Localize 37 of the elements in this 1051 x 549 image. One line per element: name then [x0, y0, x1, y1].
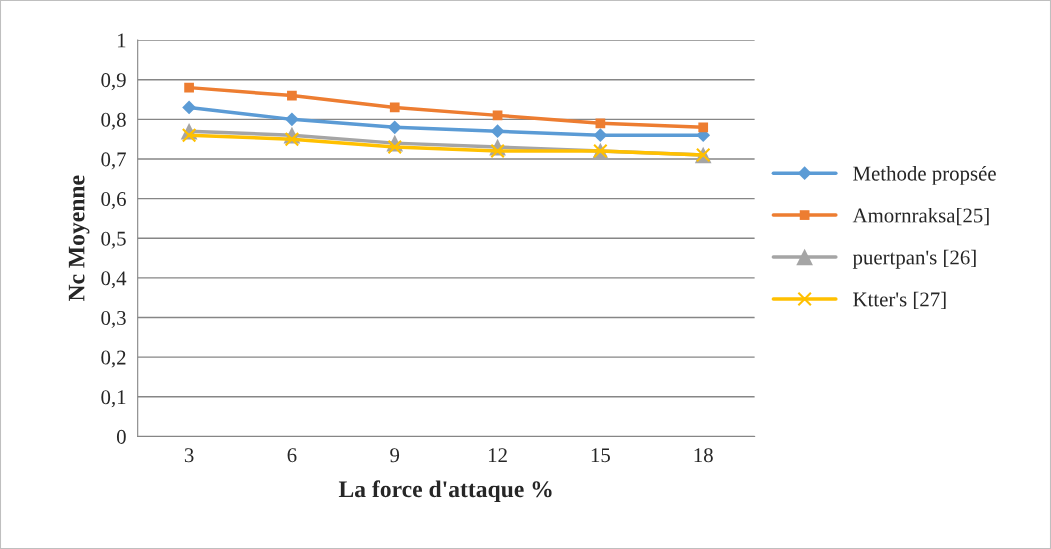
y-tick-label: 0,7 — [101, 152, 126, 170]
legend-label: Ktter's [27] — [853, 291, 946, 310]
point — [490, 124, 505, 139]
point — [490, 143, 505, 159]
y-tick-label: 0,1 — [101, 390, 126, 408]
y-tick-label: 0,9 — [101, 73, 126, 91]
point — [698, 122, 709, 133]
point — [182, 100, 196, 115]
y-tick-label: 0,5 — [101, 231, 126, 249]
point — [389, 102, 400, 113]
point — [284, 131, 300, 147]
point — [181, 127, 197, 143]
x-tick-label: 6 — [287, 448, 297, 463]
y-tick-label: 0,8 — [101, 112, 126, 130]
x-tick-label: 18 — [694, 448, 713, 463]
y-tick-label: 0,3 — [101, 310, 126, 328]
point — [593, 128, 608, 143]
y-tick-label: 0 — [116, 429, 126, 444]
legend-label: Methode propsée — [853, 165, 996, 185]
x-tick-label: 9 — [390, 448, 400, 463]
point — [184, 82, 194, 93]
x-tick-label: 12 — [488, 448, 507, 463]
x-axis-title: La force d'attaque % — [338, 480, 552, 502]
point — [287, 90, 297, 101]
legend-label: puertpan's [26] — [852, 249, 976, 269]
point — [387, 139, 403, 155]
x-tick-label: 3 — [184, 448, 194, 463]
y-axis-title: Nc Moyenne — [68, 175, 90, 302]
y-tick-label: 0,6 — [101, 192, 126, 210]
y-tick-label: 0,4 — [101, 271, 127, 289]
legend-label: Amornraksa[25] — [852, 207, 989, 226]
y-tick-label: 0,2 — [101, 350, 126, 368]
y-tick-label: 1 — [117, 33, 126, 48]
point — [285, 112, 299, 127]
point — [387, 120, 402, 135]
x-tick-label: 15 — [591, 448, 610, 463]
point — [595, 118, 606, 129]
